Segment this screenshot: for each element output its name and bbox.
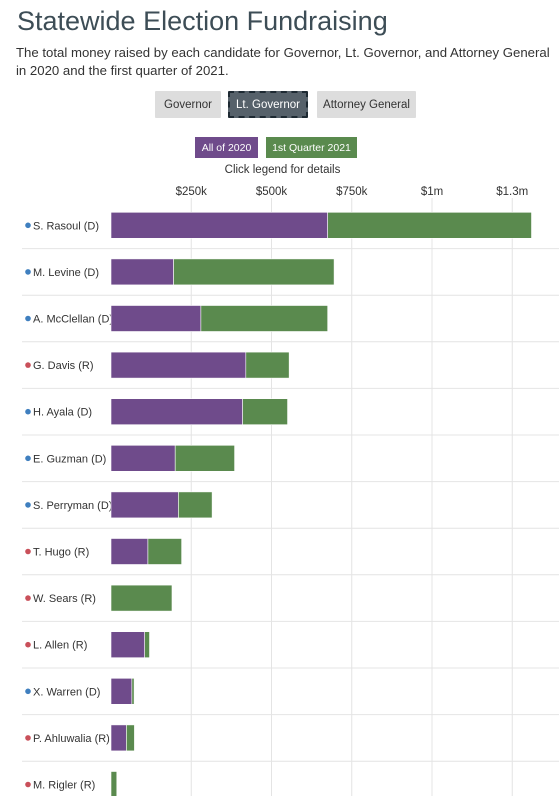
candidate-label: M. Levine (D): [33, 267, 99, 279]
party-dot: [25, 688, 31, 695]
bar-2020: [110, 351, 247, 379]
party-dot: [25, 502, 31, 508]
bar-2020: [110, 212, 328, 239]
candidate-label: T. Hugo (R): [33, 547, 89, 559]
bar-2020: [110, 305, 202, 332]
bar-q1-2021: [126, 724, 135, 752]
bar-q1-2021: [178, 491, 213, 519]
bar-q1-2021: [110, 771, 118, 796]
candidate-label: A. McClellan (D): [33, 314, 113, 326]
x-tick-label: $1.3m: [496, 186, 528, 198]
party-dot: [25, 641, 31, 648]
page-subtitle: The total money raised by each candidate…: [16, 45, 550, 78]
party-dot: [25, 362, 31, 368]
tab-attorney-general[interactable]: Attorney General: [317, 91, 416, 118]
party-dot: [25, 595, 31, 601]
tab-lt-governor[interactable]: Lt. Governor: [228, 91, 308, 118]
party-dot: [25, 781, 31, 788]
candidate-label: S. Rasoul (D): [33, 220, 99, 232]
bar-2020: [110, 538, 149, 565]
x-tick-label: $1m: [421, 186, 443, 198]
bar-q1-2021: [173, 258, 335, 286]
bar-q1-2021: [144, 631, 150, 659]
candidate-label: L. Allen (R): [33, 640, 87, 652]
bar-q1-2021: [131, 677, 135, 705]
bar-q1-2021: [327, 212, 532, 239]
party-dot: [25, 222, 31, 229]
bar-2020: [110, 724, 127, 752]
candidate-label: E. Guzman (D): [33, 453, 106, 465]
party-dot: [25, 269, 31, 275]
bar-q1-2021: [174, 444, 235, 472]
candidate-label: G. Davis (R): [33, 360, 94, 372]
bar-2020: [110, 631, 146, 659]
party-dot: [25, 455, 31, 462]
candidate-label: S. Perryman (D): [33, 500, 112, 512]
bar-2020: [110, 677, 133, 705]
candidate-label: P. Ahluwalia (R): [33, 733, 110, 745]
bar-q1-2021: [242, 398, 288, 426]
page-title: Statewide Election Fundraising: [17, 6, 388, 36]
bar-q1-2021: [110, 584, 173, 612]
x-tick-label: $500k: [256, 186, 288, 198]
candidate-label: M. Rigler (R): [33, 780, 95, 792]
bar-2020: [110, 444, 176, 472]
legend-item-q1-2021[interactable]: 1st Quarter 2021: [266, 137, 357, 158]
legend-hint: Click legend for details: [224, 164, 341, 176]
party-dot: [25, 408, 31, 415]
x-tick-label: $750k: [336, 186, 368, 198]
bar-2020: [110, 491, 179, 519]
bar-2020: [110, 398, 243, 426]
party-dot: [25, 548, 31, 555]
bar-q1-2021: [147, 538, 182, 565]
candidate-label: X. Warren (D): [33, 686, 100, 698]
party-dot: [25, 315, 31, 322]
candidate-label: W. Sears (R): [33, 593, 96, 605]
bar-q1-2021: [245, 351, 290, 379]
party-dot: [25, 735, 31, 741]
tab-governor[interactable]: Governor: [155, 91, 221, 118]
legend-item-2020[interactable]: All of 2020: [195, 137, 258, 158]
bar-q1-2021: [200, 305, 328, 332]
bar-2020: [110, 258, 174, 286]
x-tick-label: $250k: [176, 186, 208, 198]
candidate-label: H. Ayala (D): [33, 407, 92, 419]
